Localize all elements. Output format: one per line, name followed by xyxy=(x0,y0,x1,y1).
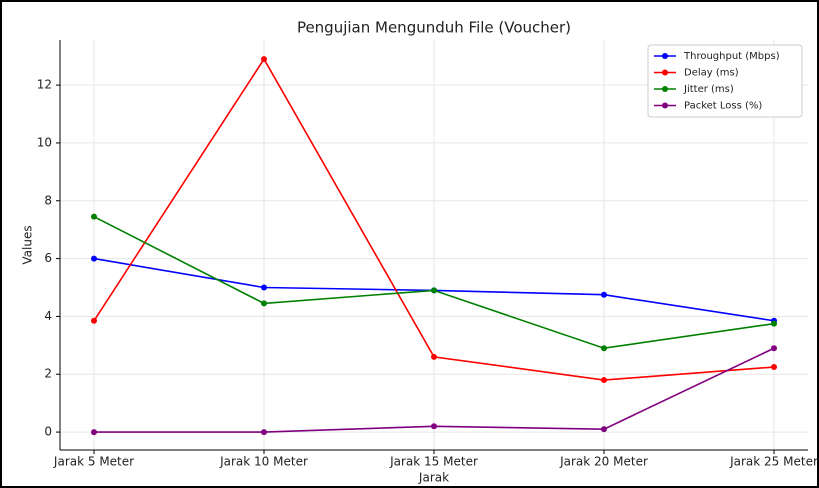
data-point xyxy=(601,291,607,298)
data-point xyxy=(771,345,777,352)
data-point xyxy=(261,429,267,436)
data-point xyxy=(431,423,437,430)
y-tick-label: 6 xyxy=(44,251,52,265)
y-axis-label: Values xyxy=(21,225,35,264)
y-tick-label: 2 xyxy=(44,367,52,381)
data-point xyxy=(601,345,607,352)
data-point xyxy=(91,317,97,324)
y-tick-label: 8 xyxy=(44,193,52,207)
legend-box xyxy=(647,44,803,118)
x-tick-label: Jarak 20 Meter xyxy=(559,455,648,469)
y-tick-label: 12 xyxy=(37,78,52,92)
legend-marker xyxy=(662,53,668,59)
legend-marker xyxy=(662,102,668,109)
data-point xyxy=(431,287,437,294)
data-point xyxy=(601,377,607,384)
x-axis-label: Jarak xyxy=(418,471,449,485)
x-tick-label: Jarak 25 Meter xyxy=(729,455,818,469)
legend-label: Delay (ms) xyxy=(684,68,739,79)
legend-label: Jitter (ms) xyxy=(683,84,734,95)
legend-marker xyxy=(662,86,668,92)
data-point xyxy=(91,255,97,262)
x-tick-label: Jarak 5 Meter xyxy=(53,455,134,469)
data-point xyxy=(601,426,607,433)
data-point xyxy=(431,353,437,360)
data-point xyxy=(261,284,267,291)
legend-marker xyxy=(662,69,668,76)
x-tick-label: Jarak 10 Meter xyxy=(219,455,308,469)
chart-title: Pengujian Mengunduh File (Voucher) xyxy=(297,19,571,37)
legend-label: Throughput (Mbps) xyxy=(683,51,780,62)
data-point xyxy=(261,56,267,63)
data-point xyxy=(771,364,777,371)
x-tick-label: Jarak 15 Meter xyxy=(389,455,478,469)
y-tick-label: 4 xyxy=(44,309,52,323)
legend-label: Packet Loss (%) xyxy=(684,101,762,112)
data-point xyxy=(91,429,97,436)
data-point xyxy=(771,320,777,327)
y-tick-label: 0 xyxy=(44,425,52,439)
y-tick-label: 10 xyxy=(37,135,52,149)
data-point xyxy=(91,213,97,220)
data-point xyxy=(261,300,267,307)
legend: Throughput (Mbps) Delay (ms) Jitter (ms) Pa… xyxy=(647,44,803,118)
